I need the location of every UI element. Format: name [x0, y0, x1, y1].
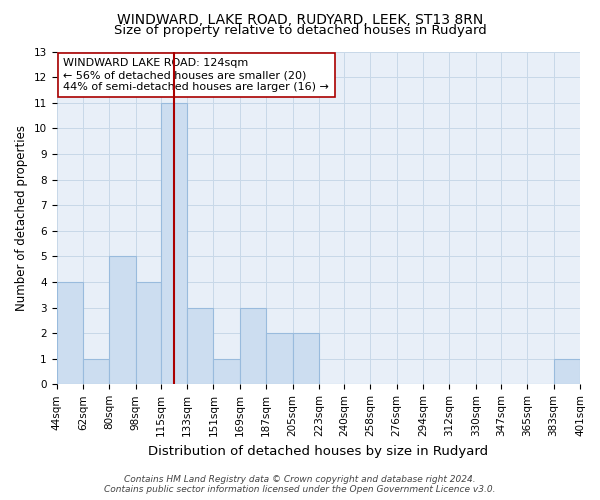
Bar	[136, 282, 161, 384]
Y-axis label: Number of detached properties: Number of detached properties	[15, 125, 28, 311]
Text: WINDWARD LAKE ROAD: 124sqm
← 56% of detached houses are smaller (20)
44% of semi: WINDWARD LAKE ROAD: 124sqm ← 56% of deta…	[64, 58, 329, 92]
Bar	[293, 333, 319, 384]
Bar	[214, 358, 240, 384]
Bar	[83, 358, 109, 384]
Bar	[240, 308, 266, 384]
Text: Size of property relative to detached houses in Rudyard: Size of property relative to detached ho…	[113, 24, 487, 37]
Bar	[266, 333, 293, 384]
Bar	[187, 308, 214, 384]
Bar	[554, 358, 580, 384]
Bar	[161, 102, 187, 384]
Text: Contains HM Land Registry data © Crown copyright and database right 2024.
Contai: Contains HM Land Registry data © Crown c…	[104, 474, 496, 494]
Bar	[56, 282, 83, 384]
Bar	[109, 256, 136, 384]
Text: WINDWARD, LAKE ROAD, RUDYARD, LEEK, ST13 8RN: WINDWARD, LAKE ROAD, RUDYARD, LEEK, ST13…	[117, 12, 483, 26]
X-axis label: Distribution of detached houses by size in Rudyard: Distribution of detached houses by size …	[148, 444, 488, 458]
